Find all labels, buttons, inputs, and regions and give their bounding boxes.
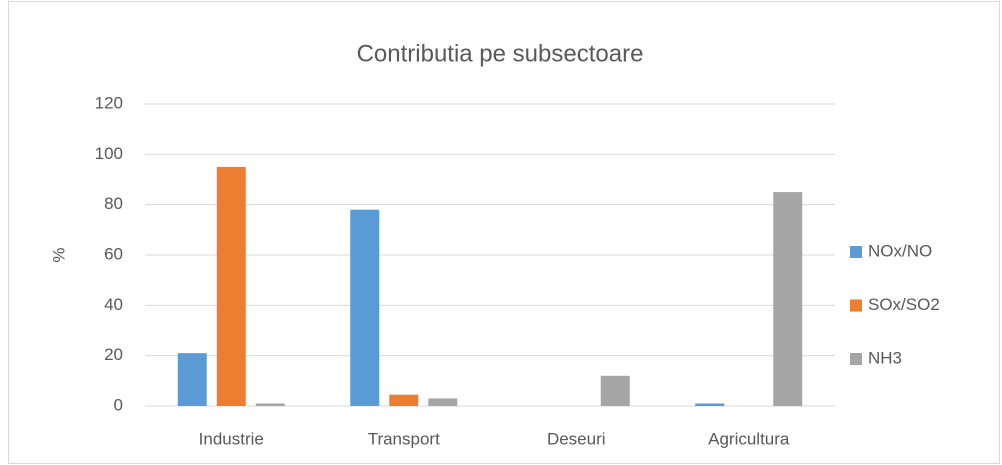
- bar: [773, 192, 803, 406]
- legend-swatch: [850, 299, 862, 312]
- legend-swatch: [850, 246, 862, 258]
- bar: [600, 375, 630, 406]
- x-tick-label: Transport: [368, 429, 440, 448]
- y-axis-label: %: [49, 247, 68, 262]
- bar: [177, 353, 207, 406]
- bar: [350, 209, 380, 406]
- y-tick-label: 20: [104, 345, 123, 364]
- bar: [428, 398, 458, 406]
- legend-label: NH3: [868, 348, 902, 367]
- y-tick-label: 80: [104, 194, 123, 213]
- legend-swatch: [850, 353, 862, 365]
- y-tick-label: 0: [114, 395, 123, 414]
- y-tick-label: 40: [104, 295, 123, 314]
- bar: [255, 403, 285, 406]
- y-tick-label: 60: [104, 244, 123, 263]
- legend-label: SOx/SO2: [868, 295, 940, 314]
- bar: [695, 403, 725, 406]
- chart-border: [8, 1, 1000, 464]
- y-tick-label: 120: [95, 93, 123, 112]
- x-tick-label: Deseuri: [547, 429, 606, 448]
- chart-title: Contributia pe subsectoare: [357, 40, 644, 67]
- bar: [389, 394, 419, 406]
- y-tick-label: 100: [95, 144, 123, 163]
- bar: [216, 166, 246, 406]
- x-tick-label: Industrie: [199, 429, 264, 448]
- x-tick-label: Agricultura: [708, 429, 790, 448]
- legend-label: NOx/NO: [868, 241, 932, 260]
